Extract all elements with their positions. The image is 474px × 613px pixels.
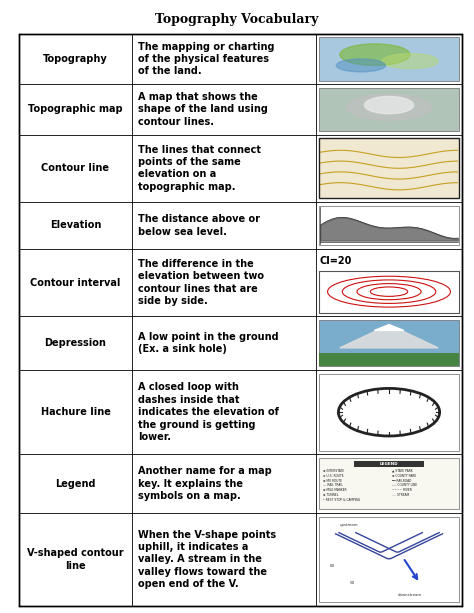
Text: A low point in the ground
(Ex. a sink hole): A low point in the ground (Ex. a sink ho… [137, 332, 278, 354]
Ellipse shape [382, 53, 438, 69]
Ellipse shape [365, 96, 414, 114]
Text: The lines that connect
points of the same
elevation on a
topographic map.: The lines that connect points of the sam… [137, 145, 261, 192]
Text: Another name for a map
key. It explains the
symbols on a map.: Another name for a map key. It explains … [137, 466, 272, 501]
Text: ⊕ MV ROUTE: ⊕ MV ROUTE [323, 479, 342, 482]
Text: downstream: downstream [398, 593, 422, 597]
Bar [319, 271, 459, 313]
Ellipse shape [340, 44, 410, 66]
Text: When the V-shape points
uphill, it indicates a
valley. A stream in the
valley fl: When the V-shape points uphill, it indic… [137, 530, 276, 589]
Text: ~~~~ RIVER: ~~~~ RIVER [392, 489, 411, 492]
Text: ⊕ INTERSTATE: ⊕ INTERSTATE [323, 469, 344, 473]
Text: A map that shows the
shape of the land using
contour lines.: A map that shows the shape of the land u… [137, 92, 267, 127]
Text: Topographic map: Topographic map [28, 104, 123, 115]
Ellipse shape [347, 94, 431, 120]
Text: Topography Vocabulary: Topography Vocabulary [155, 13, 319, 26]
Bar [354, 460, 424, 467]
Text: ⊕ TUNNEL: ⊕ TUNNEL [323, 493, 338, 497]
Bar [319, 88, 459, 131]
Text: Elevation: Elevation [50, 221, 101, 230]
Bar [319, 271, 459, 313]
Text: Hachure line: Hachure line [41, 407, 110, 417]
Text: 50: 50 [350, 581, 355, 585]
Text: --- RAIL TRAIL: --- RAIL TRAIL [323, 484, 343, 487]
Text: ⊕ COUNTY PARK: ⊕ COUNTY PARK [392, 474, 416, 478]
Text: The mapping or charting
of the physical features
of the land.: The mapping or charting of the physical … [137, 42, 274, 77]
Text: .... STREAM: .... STREAM [392, 493, 409, 497]
Bar [319, 517, 459, 602]
Text: Topography: Topography [43, 54, 108, 64]
Bar [319, 37, 459, 80]
Polygon shape [374, 325, 404, 330]
Bar [319, 139, 459, 198]
Text: ⊙ U.S. ROUTE: ⊙ U.S. ROUTE [323, 474, 344, 478]
Text: 60: 60 [330, 564, 335, 568]
Text: upstream: upstream [340, 524, 358, 527]
Bar [319, 458, 459, 509]
Bar [319, 374, 459, 451]
Text: Contour line: Contour line [41, 163, 109, 173]
Text: ⊕ MILE MARKER: ⊕ MILE MARKER [323, 489, 346, 492]
Text: LEGEND: LEGEND [380, 462, 398, 466]
Text: A closed loop with
dashes inside that
indicates the elevation of
the ground is g: A closed loop with dashes inside that in… [137, 383, 279, 442]
Text: ▲ STATE PARK: ▲ STATE PARK [392, 469, 412, 473]
Text: The distance above or
below sea level.: The distance above or below sea level. [137, 215, 260, 237]
Text: Contour interval: Contour interval [30, 278, 121, 287]
Text: The difference in the
elevation between two
contour lines that are
side by side.: The difference in the elevation between … [137, 259, 264, 306]
Ellipse shape [337, 59, 385, 72]
Polygon shape [340, 325, 438, 348]
Text: CI=20: CI=20 [319, 256, 352, 267]
Bar [319, 320, 459, 367]
Text: ━━ RAILROAD: ━━ RAILROAD [392, 479, 411, 482]
Text: V-shaped contour
line: V-shaped contour line [27, 548, 124, 571]
Text: Depression: Depression [45, 338, 106, 348]
Text: Legend: Legend [55, 479, 96, 489]
Bar [319, 205, 459, 245]
Bar [319, 352, 459, 367]
Text: • REST STOP & CAMPING: • REST STOP & CAMPING [323, 498, 360, 502]
Text: ---- COUNTY LINE: ---- COUNTY LINE [392, 484, 417, 487]
Bar [319, 139, 459, 198]
